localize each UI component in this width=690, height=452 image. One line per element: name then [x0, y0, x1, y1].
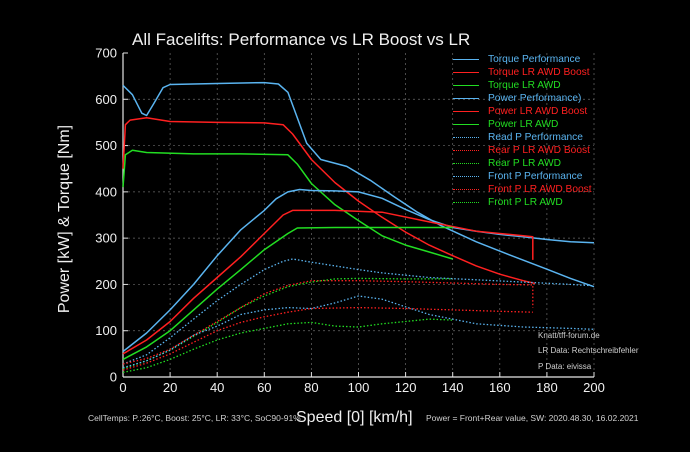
legend-label: Torque LR AWD Boost: [488, 67, 590, 78]
y-tick-label: 300: [95, 231, 117, 246]
legend-item: Front P Performance: [453, 170, 603, 183]
series-line: [122, 117, 536, 285]
legend-label: Power Performance): [488, 93, 582, 104]
y-tick-label: 600: [95, 92, 117, 107]
legend-label: Rear P LR AWD Boost: [488, 145, 590, 156]
series-lines: [122, 81, 595, 374]
legend-label: Read P Performance: [488, 132, 583, 143]
legend-swatch: [453, 85, 479, 86]
tick-labels: 0 20 40 60 80 100 120 140 160 180 200 0 100 200 300 400…: [95, 46, 605, 396]
credit-forum: Knatt/tff-forum.de: [538, 331, 600, 340]
x-tick-label: 40: [210, 380, 224, 395]
legend-item: Front P LR AWD Boost: [453, 183, 603, 196]
legend-label: Power LR AWD: [488, 119, 559, 130]
legend-item: Torque LR AWD: [453, 79, 603, 92]
x-tick-label: 180: [536, 380, 558, 395]
series-line: [122, 149, 453, 260]
legend-item: Front P LR AWD: [453, 196, 603, 209]
legend-swatch: [453, 176, 479, 177]
legend-swatch: [453, 137, 479, 138]
legend-item: Torque Performance: [453, 53, 603, 66]
series-line: [122, 280, 534, 365]
legend-swatch: [453, 72, 479, 73]
x-tick-label: 60: [257, 380, 271, 395]
y-tick-label: 500: [95, 138, 117, 153]
footer-power-note: Power = Front+Rear value, SW: 2020.48.30…: [426, 413, 639, 423]
y-tick-label: 700: [95, 46, 117, 61]
legend-label: Torque LR AWD: [488, 80, 561, 91]
y-tick-label: 0: [110, 370, 117, 385]
legend-swatch: [453, 150, 479, 151]
series-line: [122, 188, 595, 353]
legend-label: Front P LR AWD: [488, 197, 563, 208]
legend-swatch: [453, 111, 479, 112]
series-line: [122, 306, 533, 371]
footer-celltemps: CellTemps: P.:26°C, Boost: 25°C, LR: 33°…: [88, 413, 301, 423]
series-line: [122, 226, 453, 361]
legend-label: Power LR AWD Boost: [488, 106, 588, 117]
legend-swatch: [453, 189, 479, 190]
x-tick-label: 200: [583, 380, 605, 395]
series-line: [122, 318, 453, 374]
axes: [122, 52, 595, 378]
legend-item: Power LR AWD: [453, 118, 603, 131]
legend-item: Read P Performance: [453, 131, 603, 144]
legend-label: Front P LR AWD Boost: [488, 184, 592, 195]
x-tick-label: 80: [304, 380, 318, 395]
series-line: [122, 258, 595, 365]
legend: Torque Performance Torque LR AWD Boost Tor…: [453, 53, 603, 209]
legend-item: Rear P LR AWD: [453, 157, 603, 170]
y-tick-label: 100: [95, 323, 117, 338]
x-tick-label: 100: [348, 380, 370, 395]
x-tick-label: 140: [442, 380, 464, 395]
series-line: [122, 81, 595, 288]
credit-lr-data: LR Data: Rechtschreibfehler: [538, 346, 639, 355]
series-line: [122, 277, 453, 370]
x-tick-label: 20: [163, 380, 177, 395]
legend-label: Rear P LR AWD: [488, 158, 562, 169]
legend-swatch: [453, 202, 479, 203]
legend-label: Torque Performance: [488, 54, 581, 65]
x-axis-label: Speed [0] [km/h]: [296, 409, 413, 426]
x-tick-label: 0: [119, 380, 126, 395]
y-tick-label: 400: [95, 184, 117, 199]
x-tick-label: 160: [489, 380, 511, 395]
legend-swatch: [453, 124, 479, 125]
series-line: [122, 209, 534, 355]
legend-item: Rear P LR AWD Boost: [453, 144, 603, 157]
legend-item: Power Performance): [453, 92, 603, 105]
legend-swatch: [453, 163, 479, 164]
series-line: [122, 295, 595, 369]
chart-title: All Facelifts: Performance vs LR Boost v…: [132, 30, 471, 49]
x-tick-label: 120: [395, 380, 417, 395]
legend-swatch: [453, 98, 479, 99]
y-tick-label: 200: [95, 277, 117, 292]
legend-label: Front P Performance: [488, 171, 583, 182]
credit-p-data: P Data: eivissa: [538, 362, 592, 371]
legend-item: Power LR AWD Boost: [453, 105, 603, 118]
legend-swatch: [453, 59, 479, 60]
y-axis-label: Power [kW] & Torque [Nm]: [56, 124, 73, 314]
legend-item: Torque LR AWD Boost: [453, 66, 603, 79]
